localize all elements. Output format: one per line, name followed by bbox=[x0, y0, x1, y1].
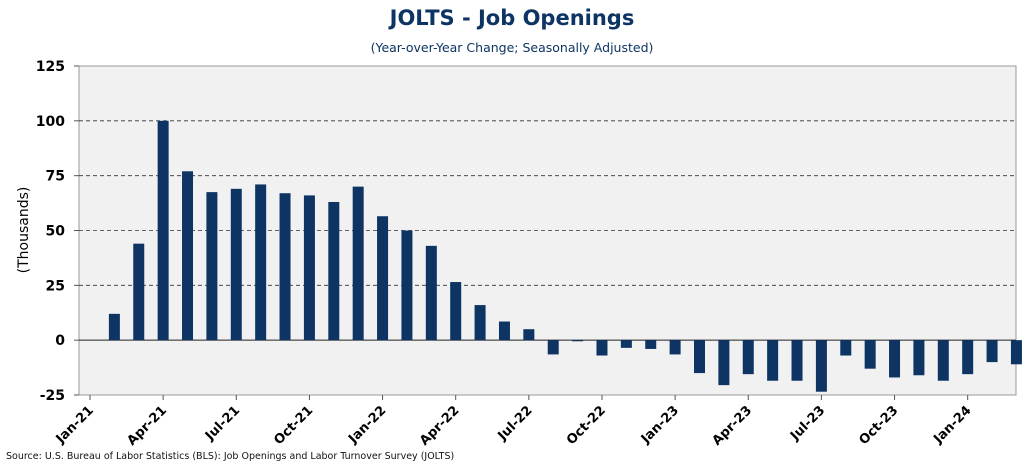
bar bbox=[962, 340, 974, 375]
bar bbox=[108, 313, 120, 341]
bar bbox=[645, 340, 657, 349]
bar bbox=[669, 340, 681, 355]
chart-subtitle: (Year-over-Year Change; Seasonally Adjus… bbox=[370, 40, 654, 55]
chart-title: JOLTS - Job Openings bbox=[389, 6, 635, 30]
bar bbox=[230, 188, 242, 341]
bar bbox=[255, 184, 267, 341]
bar bbox=[498, 321, 510, 341]
bar bbox=[572, 340, 584, 342]
x-tick-label: Jan-21 bbox=[53, 403, 97, 447]
bar bbox=[401, 230, 413, 341]
x-tick-label: Jan-24 bbox=[930, 403, 974, 447]
bar bbox=[157, 120, 169, 341]
bar bbox=[1010, 340, 1022, 365]
bar bbox=[694, 340, 705, 374]
source-note: Source: U.S. Bureau of Labor Statistics … bbox=[6, 451, 455, 462]
x-tick-label: Apr-22 bbox=[417, 403, 462, 448]
bar bbox=[303, 195, 315, 341]
bar bbox=[889, 340, 901, 378]
x-tick-label: Jan-23 bbox=[638, 403, 682, 447]
y-tick-label: 125 bbox=[36, 59, 65, 75]
bar bbox=[450, 282, 462, 341]
x-axis-ticks: Jan-21 Apr-21 Jul-21 Oct-21 Jan-22 Apr-22 Jul-… bbox=[53, 395, 975, 449]
bar bbox=[523, 329, 535, 341]
bar bbox=[425, 245, 437, 341]
bar bbox=[352, 186, 364, 341]
bar bbox=[913, 340, 925, 376]
bar bbox=[133, 243, 145, 341]
x-tick-label: Oct-23 bbox=[856, 403, 901, 448]
x-tick-label: Apr-23 bbox=[710, 403, 755, 448]
x-tick-label: Oct-21 bbox=[271, 403, 316, 448]
bars bbox=[108, 120, 1022, 392]
y-tick-label: 75 bbox=[46, 169, 65, 185]
y-tick-label: 25 bbox=[46, 278, 65, 294]
bar bbox=[937, 340, 949, 381]
bar bbox=[620, 340, 632, 348]
x-tick-label: Apr-21 bbox=[125, 403, 170, 448]
x-tick-label: Oct-22 bbox=[564, 403, 609, 448]
bar bbox=[328, 201, 340, 341]
bar bbox=[767, 340, 779, 381]
bar bbox=[864, 340, 876, 369]
bar bbox=[840, 340, 852, 356]
bar bbox=[718, 340, 730, 386]
x-tick-label: Jul-21 bbox=[202, 403, 243, 444]
bar bbox=[206, 192, 218, 341]
bar bbox=[279, 193, 291, 341]
y-axis-ticks: -25 0 25 50 75 100 125 bbox=[36, 59, 79, 404]
y-tick-label: 100 bbox=[36, 114, 65, 130]
y-tick-label: -25 bbox=[40, 388, 65, 404]
bar bbox=[547, 340, 559, 355]
bar bbox=[986, 340, 998, 363]
bar bbox=[742, 340, 754, 375]
bar bbox=[182, 171, 194, 341]
x-tick-label: Jul-23 bbox=[787, 403, 828, 444]
y-axis-label: (Thousands) bbox=[16, 187, 32, 274]
bar bbox=[377, 216, 389, 341]
x-tick-label: Jul-22 bbox=[495, 403, 536, 444]
bar bbox=[791, 340, 803, 381]
x-tick-label: Jan-22 bbox=[345, 403, 389, 447]
bar bbox=[815, 340, 827, 392]
y-tick-label: 0 bbox=[55, 333, 65, 349]
bar bbox=[474, 305, 486, 341]
bar bbox=[596, 340, 608, 356]
y-tick-label: 50 bbox=[46, 224, 66, 240]
